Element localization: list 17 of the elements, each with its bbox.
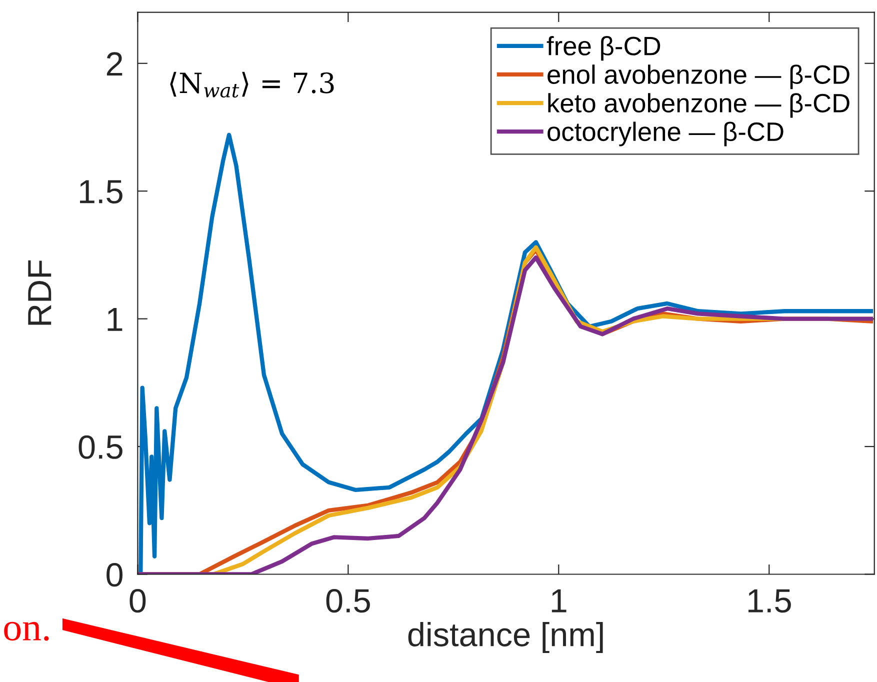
y-tick-label: 2 (106, 52, 122, 76)
x-tick-label: 0 (130, 589, 146, 613)
text: on. (4, 622, 49, 641)
x-tick-label: 0.5 (326, 589, 370, 613)
legend-label: keto avobenzone — β-CD (548, 93, 850, 118)
x-tick-label: 1 (552, 589, 566, 612)
y-tick-label: 0 (106, 563, 122, 587)
y-axis-title: RDF (28, 260, 52, 325)
legend-label: octocrylene — β-CD (548, 122, 784, 146)
y-tick-label: 1.5 (80, 180, 122, 204)
annotation: ⟨N$_{wat}$⟩ = 7.3 (170, 72, 334, 98)
x-axis-title: distance [nm] (408, 622, 603, 654)
legend-label: free β-CD (546, 36, 660, 61)
x-tick-label: 1.5 (748, 589, 791, 613)
y-tick-label: 0.5 (78, 435, 122, 459)
y-tick-label: 1 (108, 308, 122, 331)
legend-label: enol avobenzone — β-CD (548, 64, 850, 90)
